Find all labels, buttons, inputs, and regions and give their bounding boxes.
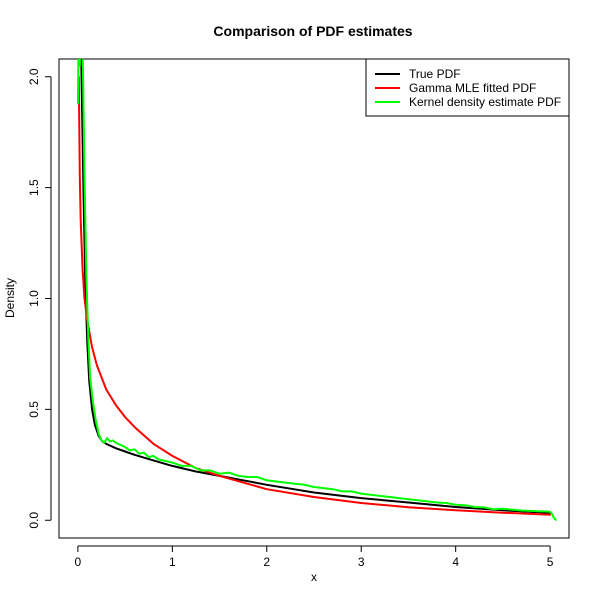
y-axis: 0.0 0.5 1.0 1.5 2.0 <box>27 68 52 529</box>
x-tick-label: 3 <box>358 555 365 569</box>
y-axis-label: Density <box>3 278 17 318</box>
x-tick-label: 1 <box>169 555 176 569</box>
x-axis-label: x <box>311 570 317 584</box>
kde-line <box>76 59 557 521</box>
x-tick-label: 2 <box>263 555 270 569</box>
x-tick-label: 4 <box>452 555 459 569</box>
gamma-mle-line <box>77 75 552 516</box>
chart-title: Comparison of PDF estimates <box>213 23 412 39</box>
legend-label: True PDF <box>409 67 461 81</box>
true-pdf-line <box>80 59 552 514</box>
y-tick-label: 0.5 <box>27 401 41 418</box>
y-tick-label: 1.0 <box>27 290 41 307</box>
x-axis: 0 1 2 3 4 5 <box>75 545 554 569</box>
y-tick-label: 2.0 <box>27 68 41 85</box>
series-layer <box>76 59 557 521</box>
x-tick-label: 5 <box>547 555 554 569</box>
plot-area <box>58 58 570 539</box>
x-tick-label: 0 <box>75 555 82 569</box>
legend-label: Gamma MLE fitted PDF <box>409 81 536 95</box>
y-tick-label: 0.0 <box>27 512 41 529</box>
y-tick-label: 1.5 <box>27 179 41 196</box>
legend-label: Kernel density estimate PDF <box>409 95 561 109</box>
